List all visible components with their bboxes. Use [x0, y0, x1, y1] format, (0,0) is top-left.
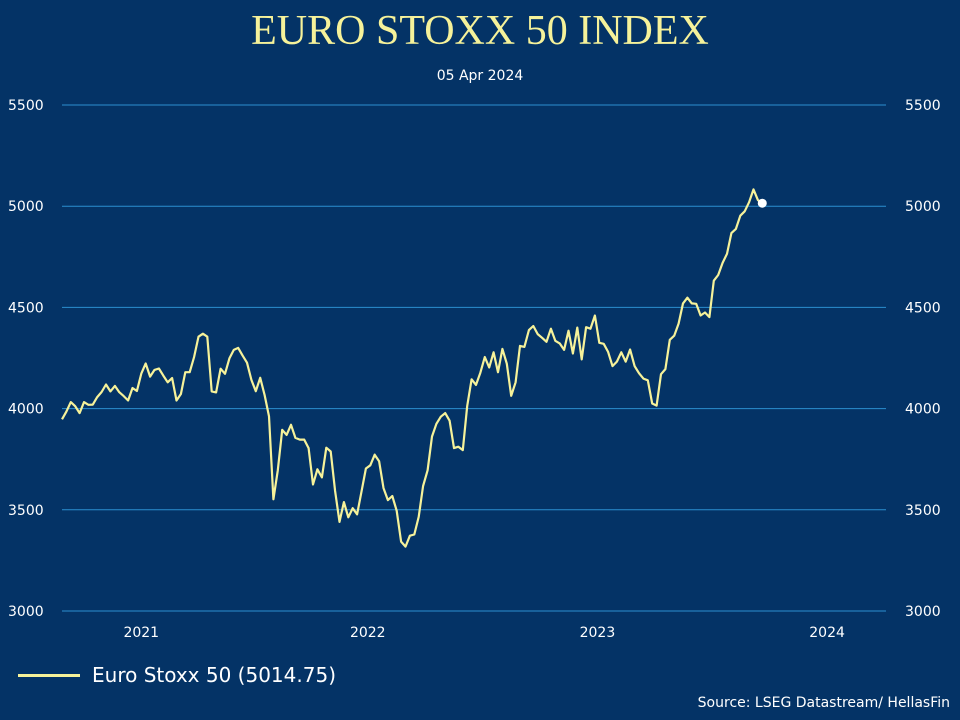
y-tick-left-5500: 5500	[8, 98, 44, 114]
y-tick-right-5500: 5500	[905, 98, 941, 114]
chart-title: EURO STOXX 50 INDEX	[251, 8, 709, 54]
chart-subtitle-date: 05 Apr 2024	[436, 68, 524, 84]
y-tick-left-4500: 4500	[8, 300, 44, 316]
legend-label: Euro Stoxx 50 (5014.75)	[92, 663, 336, 687]
y-tick-left-5000: 5000	[8, 199, 44, 215]
y-tick-left-3000: 3000	[8, 604, 44, 620]
source-note: Source: LSEG Datastream/ HellasFin	[697, 695, 950, 711]
y-tick-right-5000: 5000	[905, 199, 941, 215]
y-tick-right-4500: 4500	[905, 300, 941, 316]
y-tick-right-3000: 3000	[905, 604, 941, 620]
legend: Euro Stoxx 50 (5014.75)	[18, 660, 336, 690]
y-axis-right: 3000 3500 4000 4500 5000 5500	[905, 98, 941, 620]
y-axis-left: 3000 3500 4000 4500 5000 5500	[8, 98, 44, 620]
x-axis: 2021 2022 2023 2024	[123, 625, 845, 641]
series-layer	[61, 188, 767, 548]
y-tick-right-4000: 4000	[905, 402, 941, 418]
gridlines	[62, 104, 886, 612]
last-value-marker	[757, 198, 767, 208]
y-tick-left-4000: 4000	[8, 402, 44, 418]
x-tick-2023: 2023	[580, 625, 616, 641]
y-tick-right-3500: 3500	[905, 503, 941, 519]
x-tick-2022: 2022	[350, 625, 386, 641]
series-line-0	[61, 188, 763, 548]
x-tick-2024: 2024	[809, 625, 845, 641]
legend-swatch	[18, 673, 80, 677]
x-tick-2021: 2021	[123, 625, 159, 641]
y-tick-left-3500: 3500	[8, 503, 44, 519]
